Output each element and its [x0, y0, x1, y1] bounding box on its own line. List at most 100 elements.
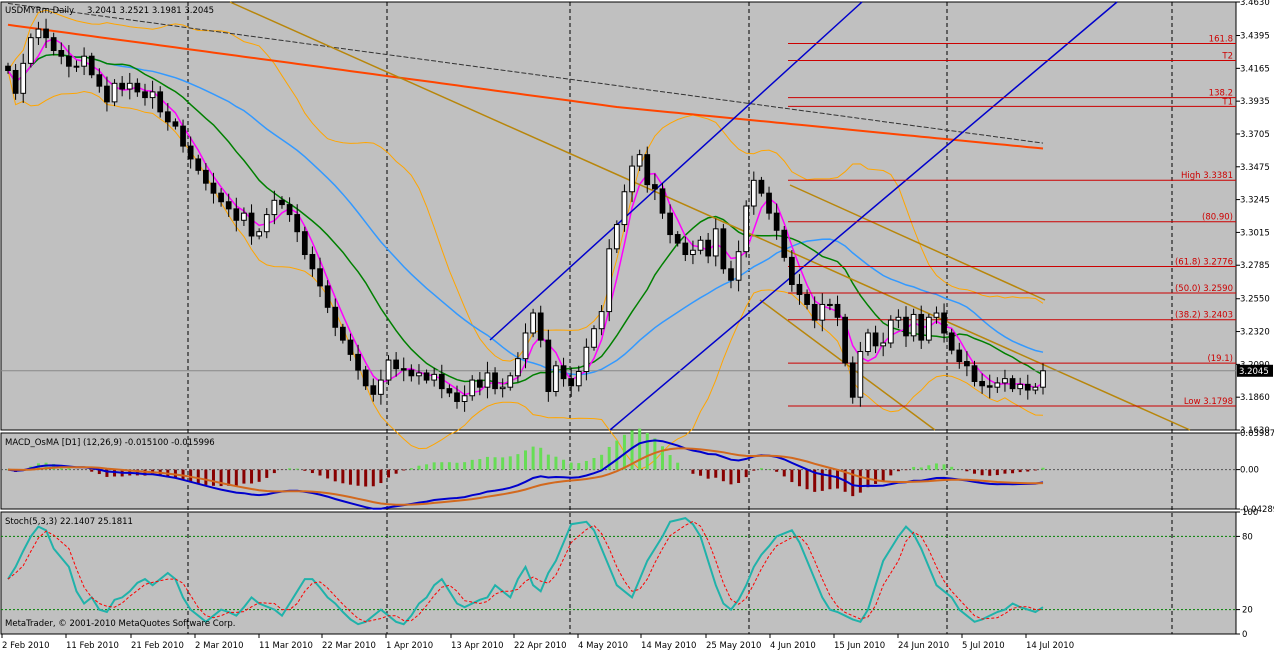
macd-histogram-bar: [897, 470, 900, 472]
macd-histogram-bar: [334, 470, 337, 482]
macd-histogram-bar: [90, 470, 93, 472]
macd-histogram-bar: [372, 470, 375, 487]
candle-body: [135, 83, 140, 92]
candle-body: [401, 369, 406, 370]
macd-histogram-bar: [889, 470, 892, 476]
macd-histogram-bar: [965, 470, 968, 472]
candle-body: [386, 360, 391, 380]
x-tick-label: 11 Feb 2010: [66, 641, 119, 651]
candle-body: [257, 232, 262, 236]
candle-body: [653, 185, 658, 189]
candle-body: [934, 313, 939, 317]
y-tick-label: 3.2785: [1240, 261, 1270, 271]
y-tick-label: 3.3705: [1240, 130, 1270, 140]
macd-histogram-bar: [927, 465, 930, 469]
macd-histogram-bar: [669, 455, 672, 470]
candle-body: [432, 374, 437, 380]
candle-body: [622, 192, 627, 225]
x-tick-label: 14 May 2010: [641, 641, 696, 651]
last-price-label: 3.2045: [1239, 367, 1269, 377]
candle-body: [843, 317, 848, 363]
stoch-panel: [1, 512, 1236, 634]
macd-tick-label: 0.039876: [1240, 429, 1274, 439]
macd-histogram-bar: [471, 460, 474, 470]
macd-histogram-bar: [258, 470, 261, 482]
macd-histogram-bar: [874, 470, 877, 484]
candle-body: [1041, 371, 1046, 387]
x-tick-label: 22 Mar 2010: [322, 641, 376, 651]
macd-histogram-bar: [212, 470, 215, 486]
candle-body: [759, 180, 764, 193]
macd-histogram-bar: [349, 470, 352, 485]
candle-body: [645, 155, 650, 185]
fib-level-label: (19.1): [1207, 354, 1233, 364]
candle-body: [942, 313, 947, 333]
candle-body: [812, 304, 817, 320]
candle-body: [356, 354, 361, 370]
macd-histogram-bar: [311, 470, 314, 473]
candle-body: [439, 374, 444, 388]
y-tick-label: 3.4395: [1240, 32, 1270, 42]
candle-body: [904, 317, 909, 336]
candle-body: [919, 314, 924, 340]
y-tick-label: 3.1860: [1240, 393, 1270, 403]
macd-histogram-bar: [752, 470, 755, 471]
candle-body: [828, 304, 833, 305]
candle-body: [1018, 384, 1023, 388]
candle-body: [599, 312, 604, 329]
candle-body: [348, 340, 353, 354]
macd-histogram-bar: [707, 470, 710, 479]
candle-body: [614, 225, 619, 249]
macd-histogram-bar: [981, 470, 984, 476]
macd-histogram-bar: [828, 470, 831, 490]
macd-header: MACD_OsMA [D1] (12,26,9) -0.015100 -0.01…: [5, 438, 215, 448]
candle-body: [173, 122, 178, 126]
x-tick-label: 24 Jun 2010: [898, 641, 949, 651]
candle-body: [957, 350, 962, 361]
candle-body: [896, 317, 901, 320]
x-tick-label: 14 Jul 2010: [1026, 641, 1074, 651]
macd-histogram-bar: [775, 470, 778, 472]
x-tick-label: 25 May 2010: [706, 641, 761, 651]
macd-histogram-bar: [509, 456, 512, 469]
macd-histogram-bar: [494, 457, 497, 469]
candle-body: [691, 250, 696, 254]
macd-histogram-bar: [912, 467, 915, 470]
macd-histogram-bar: [615, 441, 618, 470]
candle-body: [234, 209, 239, 220]
main-panel: [1, 2, 1236, 430]
candle-body: [980, 381, 985, 385]
macd-histogram-bar: [745, 470, 748, 477]
candle-body: [1033, 387, 1038, 390]
x-tick-label: 2 Mar 2010: [195, 641, 243, 651]
macd-histogram-bar: [790, 470, 793, 482]
y-tick-label: 3.2550: [1240, 295, 1270, 305]
candle-body: [127, 83, 132, 89]
candle-body: [150, 92, 155, 98]
candle-body: [523, 333, 528, 359]
candle-body: [751, 180, 756, 206]
macd-histogram-bar: [501, 457, 504, 469]
macd-tick-label: 0.00: [1240, 466, 1259, 476]
fib-level-label: Low 3.1798: [1184, 397, 1233, 407]
macd-histogram-bar: [463, 462, 466, 469]
candle-body: [97, 75, 102, 86]
candle-body: [272, 200, 277, 214]
candle-body: [67, 56, 72, 66]
macd-histogram-bar: [1019, 470, 1022, 472]
candle-body: [74, 66, 79, 67]
macd-histogram-bar: [714, 470, 717, 478]
candle-body: [417, 373, 422, 376]
fib-level-label: (50.0) 3.2590: [1175, 284, 1233, 294]
macd-histogram-bar: [265, 470, 268, 478]
candle-body: [965, 362, 970, 366]
macd-histogram-bar: [235, 470, 238, 486]
fib-level-label: T2: [1221, 51, 1233, 61]
candle-body: [858, 352, 863, 398]
candle-body: [660, 189, 665, 213]
macd-histogram-bar: [395, 470, 398, 474]
candle-body: [972, 366, 977, 382]
fib-level-label: (80.90): [1202, 213, 1233, 223]
candle-body: [516, 359, 521, 376]
